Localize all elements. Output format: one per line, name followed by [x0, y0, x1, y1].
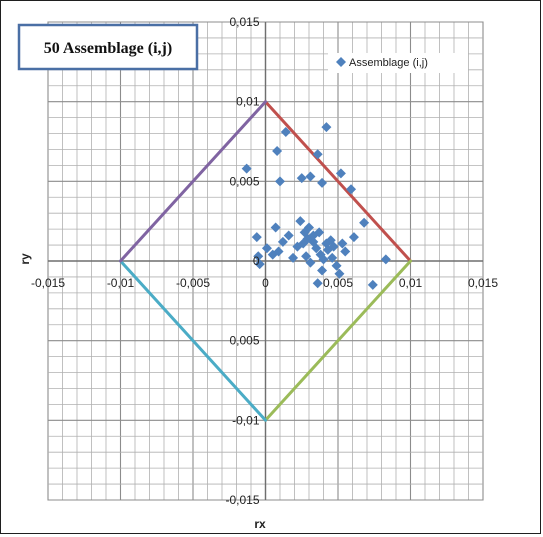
y-tick-label: 0 [253, 254, 260, 268]
data-point [272, 146, 283, 157]
data-point [317, 177, 328, 188]
data-point [277, 236, 288, 247]
x-tick-label: -0,01 [107, 276, 135, 290]
data-point [261, 243, 272, 254]
data-point [251, 232, 262, 243]
boundary-line [119, 259, 267, 422]
data-point [308, 230, 319, 241]
data-points [241, 122, 391, 290]
data-point [315, 249, 326, 260]
data-point [348, 232, 359, 243]
data-point [334, 268, 345, 279]
data-point [270, 222, 281, 233]
data-point [312, 278, 323, 289]
data-point [288, 252, 299, 263]
y-tick-label: -0,01 [232, 413, 260, 427]
legend-marker-icon [336, 57, 346, 67]
data-point [359, 217, 370, 228]
boundary-line [264, 259, 412, 422]
y-tick-label: 0,005 [229, 174, 259, 188]
data-point [318, 254, 329, 265]
data-point [312, 149, 323, 160]
data-point [305, 171, 316, 182]
data-point [305, 257, 316, 268]
chart-title-box: 50 Assemblage (i,j) [17, 23, 199, 71]
y-tick-label: 0,01 [236, 95, 260, 109]
data-point [311, 243, 322, 254]
data-point [301, 251, 312, 262]
data-point [317, 265, 328, 276]
x-tick-label: 0,01 [399, 276, 423, 290]
x-tick-label: -0,015 [31, 276, 65, 290]
data-point [296, 173, 307, 184]
grid [47, 21, 484, 501]
data-point [367, 279, 378, 290]
tick-labels: -0,015 -0,01 -0,005 0 0,005 0,01 0,015 0,015 0,0… [31, 15, 498, 507]
x-axis-title: rx [254, 517, 266, 531]
x-tick-label: 0 [262, 276, 269, 290]
boundary-line [264, 100, 412, 263]
boundary-lines [119, 100, 412, 422]
x-tick-label: 0,015 [468, 276, 498, 290]
data-point [241, 163, 252, 174]
y-axis-title: ry [18, 253, 32, 265]
data-point [380, 254, 391, 265]
data-point [273, 246, 284, 257]
data-point [331, 260, 342, 271]
y-tick-label: -0,015 [225, 493, 259, 507]
y-tick-label: 0,015 [229, 15, 259, 29]
data-point [254, 259, 265, 270]
data-point [337, 238, 348, 249]
data-point [299, 227, 310, 238]
data-point [275, 176, 285, 187]
data-point [335, 168, 346, 179]
data-point [295, 216, 306, 227]
x-tick-label: -0,005 [176, 276, 210, 290]
data-point [253, 251, 264, 262]
legend-label: Assemblage (i,j) [349, 57, 428, 69]
data-point [328, 241, 339, 252]
data-point [280, 126, 291, 137]
data-point [283, 230, 294, 241]
legend: Assemblage (i,j) [328, 53, 468, 73]
x-tick-label: 0,005 [323, 276, 353, 290]
data-point [327, 252, 338, 263]
data-point [321, 122, 332, 133]
data-point [346, 184, 357, 195]
y-tick-label: 0,005 [229, 334, 259, 348]
chart-title: 50 Assemblage (i,j) [44, 40, 172, 57]
data-point [340, 246, 351, 257]
boundary-line [119, 100, 267, 263]
